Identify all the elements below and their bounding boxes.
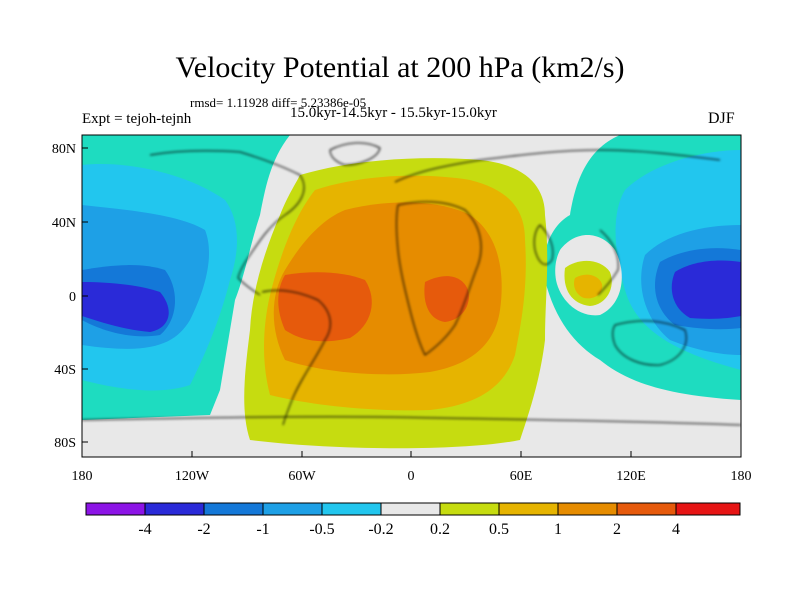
experiment-label: Expt = tejoh-tejnh xyxy=(82,111,192,127)
x-tick-label: 60E xyxy=(510,469,533,484)
y-tick-label: 40S xyxy=(54,363,76,378)
coast-europe-asia xyxy=(394,149,721,183)
x-tick-label: 120W xyxy=(175,469,210,484)
colorbar-box xyxy=(145,503,204,515)
coast-antarctica xyxy=(82,416,741,426)
colorbar-label: -1 xyxy=(256,521,269,538)
y-tick-label: 40N xyxy=(52,216,76,231)
coast-australia xyxy=(612,320,687,366)
contour-pos-light-asia xyxy=(574,274,603,299)
y-tick-label: 0 xyxy=(69,290,76,305)
period-line: 15.0kyr-14.5kyr - 15.5kyr-15.0kyr xyxy=(290,105,497,121)
y-tick-label: 80N xyxy=(52,142,76,157)
colorbar-box xyxy=(558,503,617,515)
colorbar-box xyxy=(440,503,499,515)
colorbar-box xyxy=(322,503,381,515)
contour-neg-core-east xyxy=(671,260,741,319)
colorbar-dividers xyxy=(144,503,677,515)
stats-line: rmsd= 1.11928 diff= 5.23386e-05 xyxy=(190,95,367,110)
colorbar-box xyxy=(381,503,440,515)
colorbar-box xyxy=(263,503,322,515)
coast-south-america xyxy=(261,289,331,426)
x-tick-label: 120E xyxy=(616,469,646,484)
colorbar-box xyxy=(676,503,740,515)
coast-north-america xyxy=(149,150,305,279)
colorbar-label: 1 xyxy=(554,521,562,538)
colorbar-box xyxy=(617,503,676,515)
colorbar-frame xyxy=(85,502,741,516)
x-tick-label: 180 xyxy=(731,469,752,484)
coast-india xyxy=(533,224,554,265)
coast-africa xyxy=(396,201,482,356)
colorbar-label: -2 xyxy=(197,521,210,538)
x-tick-label: 180 xyxy=(72,469,93,484)
y-tick-label: 80S xyxy=(54,436,76,451)
colorbar-label: -0.2 xyxy=(368,521,393,538)
coast-southeast-asia xyxy=(597,229,619,296)
coast-central-america xyxy=(237,277,261,296)
x-axis: 180 120W 60W 0 60E 120E 180 xyxy=(72,451,752,484)
contour-pos-strong-east xyxy=(424,276,469,322)
x-tick-label: 60W xyxy=(288,469,316,484)
colorbar-box xyxy=(86,503,145,515)
contour-field xyxy=(82,135,741,457)
colorbar-box xyxy=(204,503,263,515)
colorbar-label: 0.5 xyxy=(489,521,509,538)
coast-greenland xyxy=(329,142,381,166)
season-label: DJF xyxy=(708,110,735,127)
colorbar-label: -4 xyxy=(138,521,151,538)
contour-neg-core-west xyxy=(82,282,169,332)
colorbar-label: -0.5 xyxy=(309,521,334,538)
colorbar-label: 4 xyxy=(672,521,680,538)
colorbar-label: 2 xyxy=(613,521,621,538)
colorbar-box xyxy=(499,503,558,515)
y-axis: 80N 40N 0 40S 80S xyxy=(52,142,88,451)
map-title: Velocity Potential at 200 hPa (km2/s) xyxy=(175,51,625,84)
colorbar-label: 0.2 xyxy=(430,521,450,538)
colorbar: -4 -2 -1 -0.5 -0.2 0.2 0.5 1 2 4 xyxy=(85,502,741,538)
x-tick-label: 0 xyxy=(408,469,415,484)
coastlines xyxy=(82,142,741,426)
